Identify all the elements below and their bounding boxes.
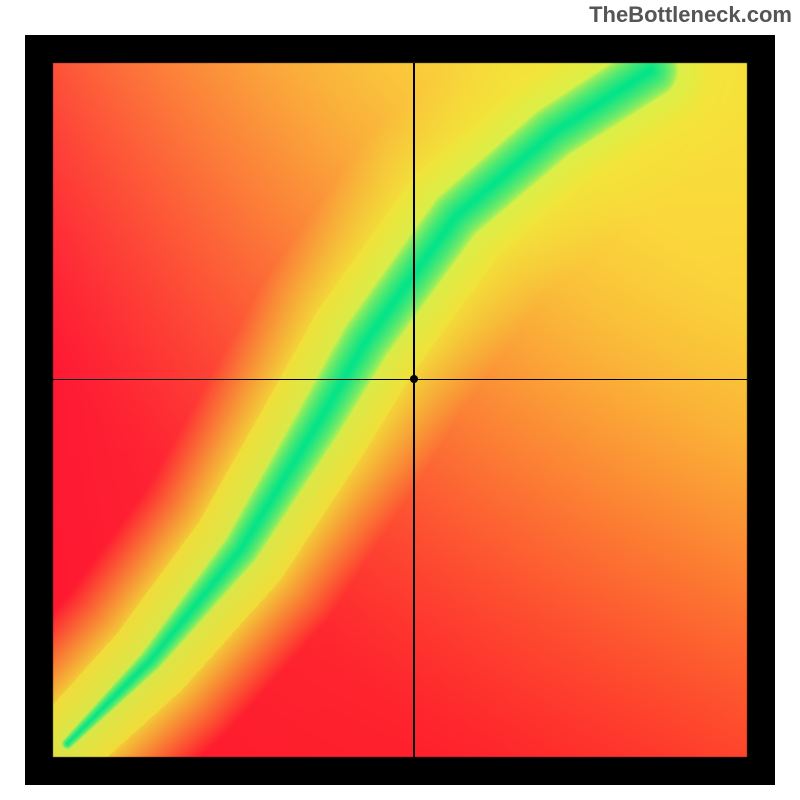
heatmap-plot <box>25 35 775 785</box>
crosshair-vertical <box>413 63 415 757</box>
crosshair-dot <box>410 375 418 383</box>
watermark-text: TheBottleneck.com <box>589 2 792 28</box>
chart-container: TheBottleneck.com <box>0 0 800 800</box>
crosshair-horizontal <box>53 379 747 381</box>
heatmap-canvas <box>25 35 775 785</box>
